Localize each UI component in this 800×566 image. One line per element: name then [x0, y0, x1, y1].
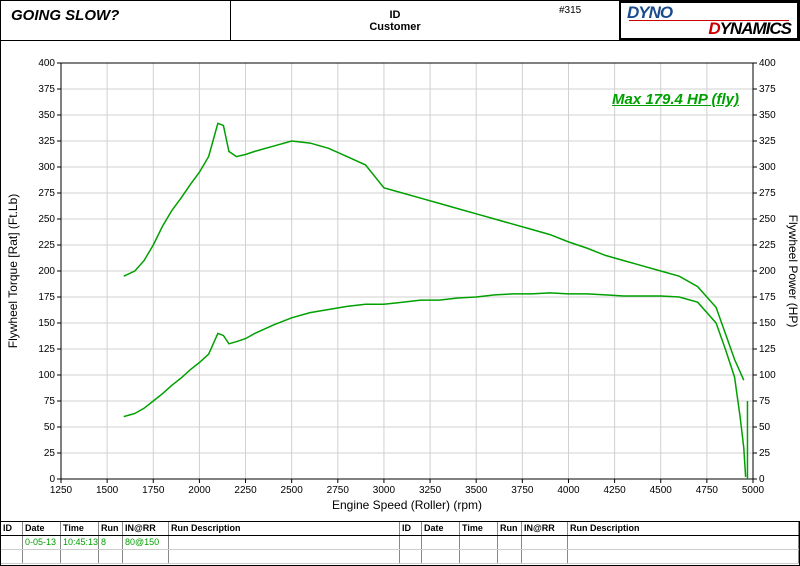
svg-text:Flywheel Power (HP): Flywheel Power (HP)	[786, 215, 800, 328]
header-meta: ID Customer	[231, 1, 559, 40]
col-id-2: ID	[400, 522, 422, 535]
svg-text:3750: 3750	[511, 485, 534, 496]
svg-text:4750: 4750	[696, 485, 719, 496]
col-date: Date	[23, 522, 61, 535]
cell-date: 0-05-13	[23, 536, 61, 549]
brand-logo: DYNO DYNAMICS	[619, 1, 799, 40]
svg-text:250: 250	[759, 214, 776, 225]
svg-text:100: 100	[759, 370, 776, 381]
svg-text:2250: 2250	[234, 485, 257, 496]
run-number: #315	[559, 1, 619, 40]
svg-text:1250: 1250	[50, 485, 73, 496]
svg-text:200: 200	[38, 266, 55, 277]
svg-text:225: 225	[759, 240, 776, 251]
svg-text:175: 175	[759, 292, 776, 303]
svg-text:4000: 4000	[557, 485, 580, 496]
svg-text:250: 250	[38, 214, 55, 225]
svg-text:300: 300	[759, 162, 776, 173]
svg-text:25: 25	[759, 448, 771, 459]
svg-text:5000: 5000	[742, 485, 765, 496]
svg-text:2750: 2750	[327, 485, 350, 496]
svg-text:400: 400	[759, 58, 776, 69]
svg-text:325: 325	[38, 136, 55, 147]
svg-text:375: 375	[38, 84, 55, 95]
svg-text:3250: 3250	[419, 485, 442, 496]
cell-time: 10:45:13	[61, 536, 99, 549]
col-desc-2: Run Description	[568, 522, 799, 535]
col-desc: Run Description	[169, 522, 400, 535]
svg-text:1500: 1500	[96, 485, 119, 496]
svg-text:25: 25	[44, 448, 56, 459]
svg-text:50: 50	[759, 422, 771, 433]
chart-area: 1250150017502000225025002750300032503500…	[1, 41, 799, 521]
svg-text:0: 0	[49, 474, 55, 485]
col-run-2: Run	[498, 522, 522, 535]
svg-text:75: 75	[44, 396, 56, 407]
svg-text:Engine Speed (Roller) (rpm): Engine Speed (Roller) (rpm)	[332, 498, 482, 512]
svg-text:150: 150	[759, 318, 776, 329]
report-title: GOING SLOW?	[1, 1, 231, 40]
cell-inrr: 80@150	[123, 536, 169, 549]
cell-run: 8	[99, 536, 123, 549]
svg-text:2500: 2500	[281, 485, 304, 496]
svg-text:4250: 4250	[603, 485, 626, 496]
svg-text:350: 350	[38, 110, 55, 121]
table-row-empty	[1, 550, 799, 564]
svg-text:125: 125	[38, 344, 55, 355]
svg-text:3500: 3500	[465, 485, 488, 496]
svg-text:1750: 1750	[142, 485, 165, 496]
svg-text:375: 375	[759, 84, 776, 95]
cell-id	[1, 536, 23, 549]
svg-text:125: 125	[759, 344, 776, 355]
svg-text:100: 100	[38, 370, 55, 381]
col-time-2: Time	[460, 522, 498, 535]
col-date-2: Date	[422, 522, 460, 535]
svg-text:325: 325	[759, 136, 776, 147]
svg-text:2000: 2000	[188, 485, 211, 496]
col-id: ID	[1, 522, 23, 535]
cell-desc	[169, 536, 400, 549]
dyno-report: GOING SLOW? ID Customer #315 DYNO DYNAMI…	[0, 0, 800, 566]
svg-text:350: 350	[759, 110, 776, 121]
svg-text:225: 225	[38, 240, 55, 251]
svg-text:275: 275	[759, 188, 776, 199]
svg-text:4500: 4500	[650, 485, 673, 496]
svg-text:275: 275	[38, 188, 55, 199]
customer-label: Customer	[369, 21, 420, 33]
report-header: GOING SLOW? ID Customer #315 DYNO DYNAMI…	[1, 1, 799, 41]
col-inrr: IN@RR	[123, 522, 169, 535]
svg-text:3000: 3000	[373, 485, 396, 496]
svg-text:Flywheel Torque [Rat] (Ft.Lb): Flywheel Torque [Rat] (Ft.Lb)	[6, 194, 20, 349]
svg-text:50: 50	[44, 422, 56, 433]
svg-text:0: 0	[759, 474, 765, 485]
max-power-label: Max 179.4 HP (fly)	[612, 91, 739, 108]
col-inrr-2: IN@RR	[522, 522, 568, 535]
table-row: 0-05-13 10:45:13 8 80@150	[1, 536, 799, 550]
svg-text:300: 300	[38, 162, 55, 173]
svg-text:75: 75	[759, 396, 771, 407]
svg-text:150: 150	[38, 318, 55, 329]
svg-text:400: 400	[38, 58, 55, 69]
run-table: ID Date Time Run IN@RR Run Description I…	[1, 521, 799, 565]
dyno-chart: 1250150017502000225025002750300032503500…	[1, 41, 800, 521]
logo-line-2: DYNAMICS	[627, 21, 791, 36]
col-time: Time	[61, 522, 99, 535]
svg-text:175: 175	[38, 292, 55, 303]
svg-text:200: 200	[759, 266, 776, 277]
id-label: ID	[390, 9, 401, 21]
col-run: Run	[99, 522, 123, 535]
table-header-row: ID Date Time Run IN@RR Run Description I…	[1, 522, 799, 536]
